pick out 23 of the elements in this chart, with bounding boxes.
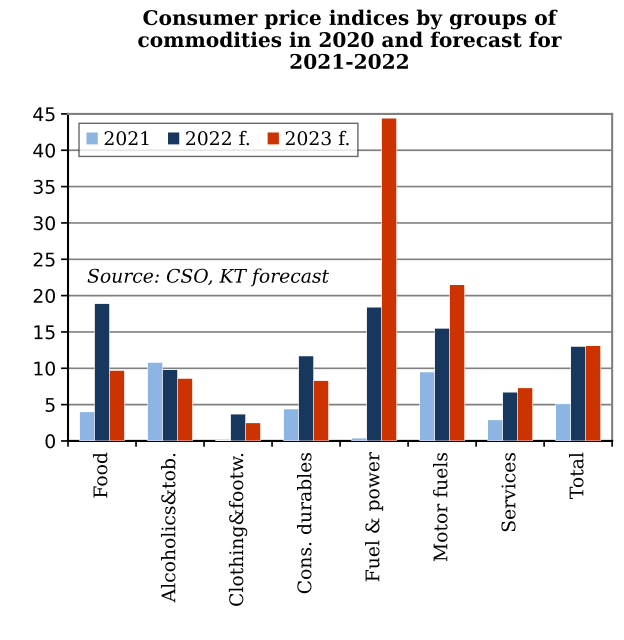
x-tick-label: Food: [92, 452, 108, 498]
legend-label: 2022 f.: [186, 130, 250, 146]
y-tick-label: 0: [46, 434, 55, 448]
annotation: Source: CSO, KT forecast: [88, 268, 330, 287]
y-tick-label: 35: [34, 180, 55, 194]
y-tick-label: 15: [34, 325, 55, 340]
x-tick-label: Fuel & power: [365, 452, 384, 582]
y-tick-label: 45: [33, 107, 55, 122]
chart-title: Consumer price indices by groups of commodities in 2020 and forecast for 2021-2022: [138, 10, 562, 70]
y-tick-label: 25: [34, 252, 55, 267]
x-tick-label: Clothing&footw.: [228, 454, 248, 606]
y-tick-label: 40: [33, 143, 55, 158]
x-tick-label: Cons. durables: [297, 453, 312, 594]
legend-label: 2021: [104, 131, 148, 146]
y-tick-label: 5: [46, 398, 55, 412]
y-tick-label: 10: [34, 361, 55, 376]
x-tick-label: Motor fuels: [433, 453, 448, 562]
y-tick-label: 20: [34, 288, 55, 303]
legend-label: 2023 f.: [286, 130, 349, 146]
x-tick-label: Services: [501, 453, 516, 532]
x-tick-label: Total: [569, 452, 584, 499]
y-tick-label: 30: [34, 216, 55, 230]
x-tick-label: Alcoholics&tob.: [160, 454, 176, 602]
